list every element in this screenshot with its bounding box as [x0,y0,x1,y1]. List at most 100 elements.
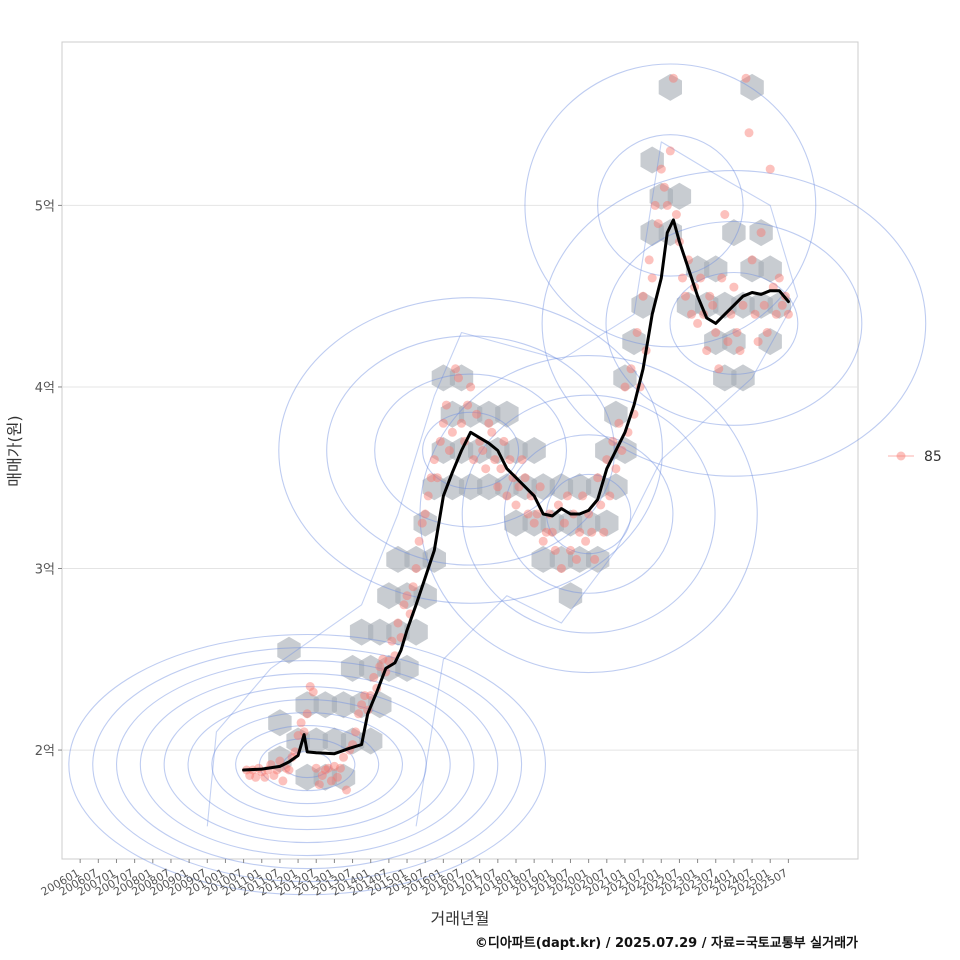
transaction-point [466,382,476,392]
hexbin-cell [368,618,392,646]
hexbin-cell [440,400,465,428]
transaction-point [378,654,388,664]
transaction-point [693,318,703,328]
transaction-point [320,765,330,775]
transaction-point [572,554,581,564]
transaction-point [411,564,421,573]
hexbin-cell [449,364,474,392]
transaction-point [463,400,473,410]
transaction-point [741,73,751,83]
transaction-point [620,382,630,392]
moving-average-layer [242,218,790,772]
hexbin-cell [295,691,319,719]
hexbin-cell [540,509,564,537]
hexbin-cell [413,509,437,537]
transaction-point [538,536,548,546]
hexbin-cell [713,291,737,319]
transaction-point [614,418,624,428]
transaction-point [496,464,506,474]
transaction-point [447,427,457,437]
hexbin-cell [404,545,428,573]
hexbin-cell [349,618,374,646]
hexbin-cell [468,437,492,464]
transaction-point [696,273,706,283]
transaction-point [708,300,718,310]
transaction-point [384,656,394,666]
transaction-point [547,527,557,537]
transaction-point [354,709,364,719]
transaction-point [541,527,551,537]
transaction-point [260,772,270,782]
density-contour [374,373,568,528]
y-axis-title: 매매가(원) [5,415,24,486]
transaction-point [275,756,285,766]
transaction-point [339,752,348,762]
transaction-point [647,273,657,283]
hexbin-cell [758,255,782,283]
hexbin-cell [722,328,746,356]
transaction-point [753,337,763,347]
transaction-point [520,473,530,483]
transaction-point [738,300,748,310]
transaction-point [659,182,669,192]
transaction-point [599,527,609,537]
hexbin-cell [640,219,664,247]
transaction-point [723,337,733,347]
transaction-point [626,364,636,374]
hexbin-cell [313,691,337,719]
transaction-point [535,482,545,492]
hexbin-cell [640,146,664,174]
transaction-point [765,164,775,174]
transaction-point [499,436,509,446]
density-contour [503,434,674,594]
transaction-point [638,291,648,301]
transaction-point [451,364,460,374]
density-contour [116,660,499,870]
density-contour-outer [206,141,799,827]
transaction-point [578,491,588,501]
hexbin-cell [604,473,628,501]
transaction-point [308,687,318,697]
transaction-point [351,727,361,737]
hexbin-cell [549,545,574,573]
transaction-point [435,436,445,446]
density-contour-layer [68,63,927,896]
transaction-point [729,282,739,292]
hexbin-cell [758,328,782,356]
transaction-point [617,446,627,455]
transaction-point [562,491,572,501]
transaction-point [529,518,539,528]
transaction-point [305,682,315,691]
density-contour [278,297,663,604]
transaction-point [484,418,494,428]
transaction-point [668,73,678,83]
y-tick-label: 4억 [35,381,55,396]
transaction-point [387,636,397,646]
density-contour [419,354,758,674]
hexbin-cell [567,545,592,573]
transaction-point [702,346,712,356]
transaction-point [420,509,430,519]
transaction-point [399,600,409,610]
hexbin-cell [386,545,410,573]
density-contour [92,647,523,883]
density-contour [139,673,475,857]
transaction-point [605,491,615,501]
density-contour [258,738,356,792]
hexbin-cell [359,654,383,682]
hexbin-cell [604,400,628,428]
hexbin-cell [558,582,583,610]
hexbin-cell [704,255,728,283]
legend-label: 85 [924,449,942,465]
hexbin-cell [295,763,319,791]
transaction-point [590,554,600,564]
transaction-point [653,219,663,229]
transaction-point [587,527,597,537]
hexbin-cell [268,709,292,737]
transaction-point [444,446,454,455]
transaction-point [332,772,342,782]
transaction-point [632,328,642,337]
transaction-point [393,618,403,628]
transaction-point [505,455,515,465]
hexbin-cell [613,364,637,392]
